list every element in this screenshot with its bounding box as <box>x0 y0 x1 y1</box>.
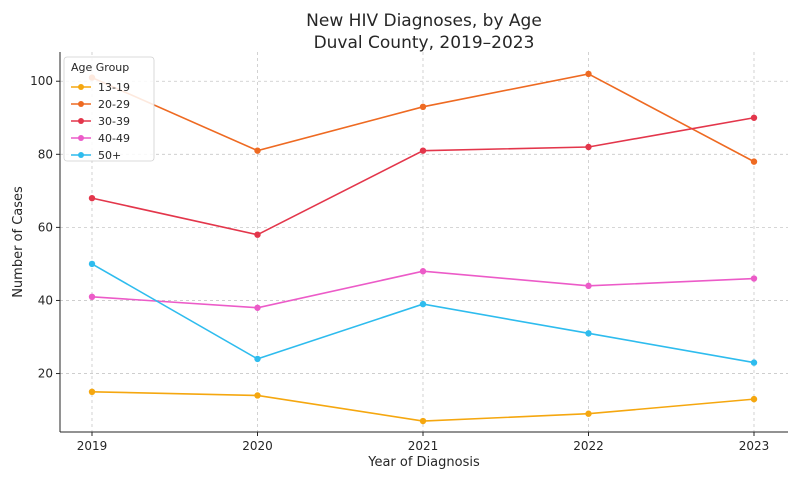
data-point <box>88 388 96 396</box>
chart-subtitle: Duval County, 2019–2023 <box>314 33 535 53</box>
legend-label: 13-19 <box>98 81 130 94</box>
x-axis-label: Year of Diagnosis <box>367 455 480 470</box>
y-axis-label: Number of Cases <box>11 186 26 298</box>
series-line <box>91 116 755 236</box>
y-tick-label: 40 <box>38 293 53 307</box>
series-13-19 <box>88 388 758 425</box>
y-tick-label: 100 <box>30 74 53 88</box>
data-point <box>585 143 592 151</box>
data-point <box>88 293 96 301</box>
data-point <box>254 231 261 238</box>
x-tick-label: 2023 <box>739 439 770 453</box>
y-tick-label: 80 <box>38 147 53 161</box>
data-point <box>750 395 758 403</box>
legend-swatch-marker <box>78 152 84 158</box>
series-20-29 <box>88 70 758 165</box>
series-50+ <box>88 260 758 366</box>
legend-label: 30-39 <box>98 115 130 128</box>
data-point <box>585 70 592 78</box>
legend-item: 40-49 <box>71 132 130 145</box>
series-lines <box>88 70 758 425</box>
data-point <box>585 410 592 417</box>
y-tick-label: 60 <box>38 220 53 234</box>
legend-box <box>63 56 155 162</box>
data-point <box>254 355 261 363</box>
legend-label: 50+ <box>98 149 121 162</box>
data-point <box>419 417 427 425</box>
x-tick-label: 2022 <box>573 439 604 453</box>
x-tick-label: 2020 <box>242 439 273 453</box>
chart-title: New HIV Diagnoses, by Age <box>306 11 542 31</box>
axes <box>56 52 788 436</box>
legend-swatch-marker <box>78 135 84 141</box>
data-point <box>254 392 261 399</box>
legend-swatch-marker <box>78 101 84 107</box>
legend-item: 30-39 <box>71 115 130 128</box>
data-point <box>419 103 427 111</box>
legend-swatch-marker <box>78 84 84 90</box>
legend-item: 50+ <box>71 149 121 162</box>
y-tick-label: 20 <box>38 367 53 381</box>
legend: Age Group 13-19 20-29 30-39 40-49 50+ <box>63 56 155 162</box>
tick-labels: 2019 2020 2021 2022 2023 20 40 60 80 100 <box>30 74 769 453</box>
data-point <box>88 194 96 202</box>
x-tick-label: 2019 <box>77 439 108 453</box>
data-point <box>750 114 758 121</box>
data-point <box>419 147 427 154</box>
data-point <box>585 282 592 290</box>
legend-item: 20-29 <box>71 98 130 111</box>
data-point <box>88 260 96 268</box>
legend-label: 20-29 <box>98 98 130 111</box>
data-point <box>254 147 261 154</box>
legend-swatch-marker <box>78 118 84 124</box>
data-point <box>750 275 758 282</box>
legend-label: 40-49 <box>98 132 130 145</box>
series-40-49 <box>88 268 758 311</box>
data-point <box>419 268 427 275</box>
series-30-39 <box>88 114 758 238</box>
grid <box>60 52 788 432</box>
data-point <box>254 304 261 311</box>
data-point <box>750 158 758 165</box>
x-tick-label: 2021 <box>408 439 439 453</box>
legend-item: 13-19 <box>71 81 130 94</box>
data-point <box>585 330 592 337</box>
data-point <box>419 300 427 308</box>
data-point <box>750 359 758 366</box>
legend-title: Age Group <box>71 61 129 74</box>
